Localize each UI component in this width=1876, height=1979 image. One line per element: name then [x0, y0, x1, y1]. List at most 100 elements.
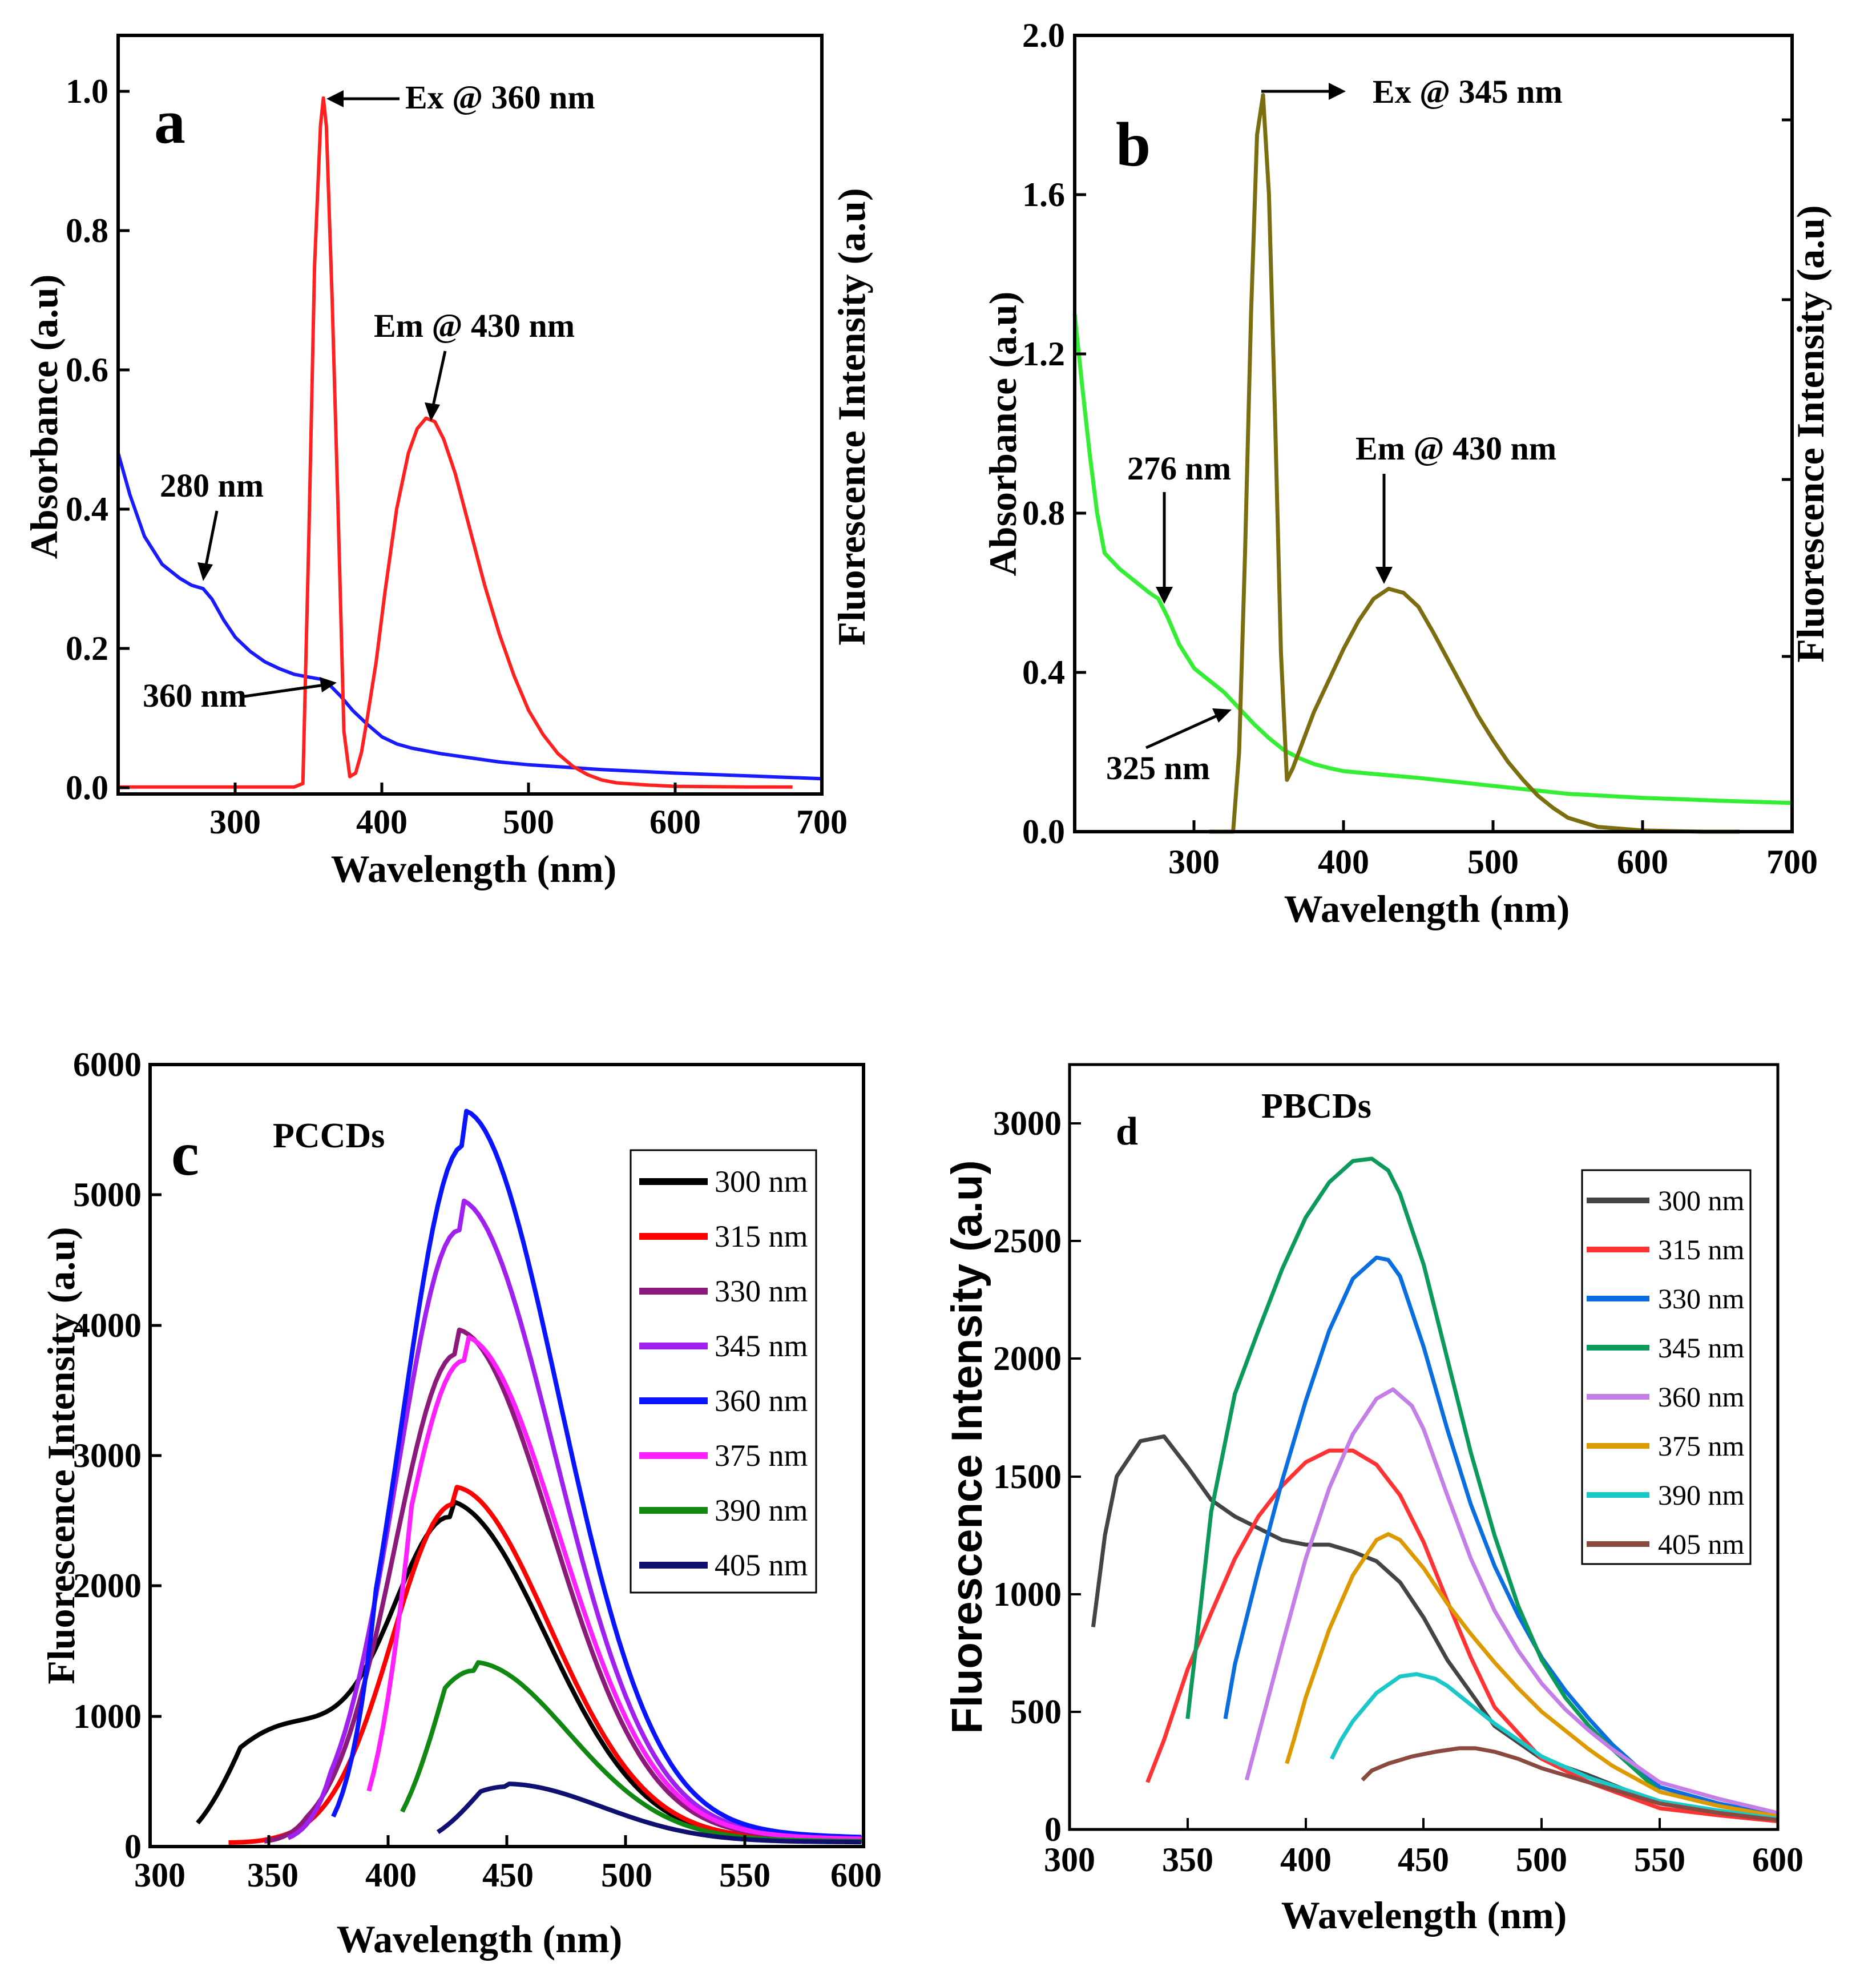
panel-d-ytick-label: 500 — [1010, 1693, 1062, 1731]
panel-c-ytick-label: 0 — [124, 1828, 142, 1865]
panel-b-em-arrowhead — [1375, 567, 1393, 584]
panel-d-letter: d — [1116, 1110, 1138, 1154]
panel-d-ytick-label: 1500 — [993, 1458, 1062, 1496]
panel-d-legend-label: 315 nm — [1658, 1234, 1745, 1265]
panel-a-xlabel: Wavelength (nm) — [331, 847, 617, 890]
panel-b-ytick-label: 1.2 — [1022, 335, 1065, 373]
panel-c-series-line — [331, 1109, 861, 1840]
panel-b-xticks: 300 400 500 600 700 — [1168, 820, 1818, 881]
panel-d-xlabel: Wavelength (nm) — [1281, 1893, 1567, 1937]
panel-d-xtick-label: 500 — [1516, 1841, 1567, 1879]
panel-d-xtick-label: 550 — [1634, 1841, 1685, 1879]
panel-c-xticks: 300 350 400 450 500 550 600 — [134, 1835, 882, 1894]
panel-b-frame — [1073, 34, 1794, 833]
panel-d-xtick-label: 600 — [1752, 1841, 1804, 1879]
panel-b-ytick-label: 0.8 — [1022, 494, 1065, 532]
panel-d-legend: 300 nm 315 nm 330 nm 345 nm 360 nm 375 n… — [1581, 1169, 1752, 1565]
panel-a-em-arrow — [431, 350, 447, 409]
panel-a: 300 400 500 600 700 0.0 0.2 0.4 0.6 0.8 … — [22, 34, 873, 890]
panel-b-325-arrow — [1145, 714, 1218, 749]
panel-d-curves — [1091, 1156, 1778, 1824]
panel-b-curves — [1072, 93, 1793, 834]
panel-c-xtick-label: 350 — [247, 1856, 298, 1894]
panel-a-ytick-label: 0.4 — [66, 490, 108, 528]
panel-d-ytick-label: 3000 — [993, 1105, 1062, 1142]
panel-c-sample-label: PCCDs — [273, 1117, 385, 1155]
panel-b-325-arrowhead — [1212, 708, 1232, 723]
panel-c-ytick-label: 4000 — [73, 1307, 142, 1344]
panel-c-xtick-label: 550 — [719, 1856, 770, 1894]
panel-b-xlabel: Wavelength (nm) — [1284, 887, 1570, 930]
panel-c-series-line — [366, 1335, 864, 1841]
panel-c-xtick-label: 450 — [482, 1856, 534, 1894]
panel-a-xticks: 300 400 500 600 700 — [209, 783, 848, 841]
panel-c-legend-box — [630, 1149, 817, 1594]
panel-d-legend-label: 360 nm — [1658, 1381, 1745, 1413]
panel-c-legend-label: 300 nm — [715, 1164, 808, 1199]
panel-a-ex-label: Ex @ 360 nm — [405, 79, 595, 116]
panel-b-letter: b — [1116, 110, 1151, 179]
panel-a-280-arrowhead — [197, 562, 213, 581]
panel-a-ylabel: Absorbance (a.u) — [22, 275, 66, 559]
panel-b-276-label: 276 nm — [1127, 450, 1231, 487]
panel-b-right-ticks — [1782, 118, 1792, 658]
panel-b-ylabel: Absorbance (a.u) — [981, 292, 1024, 577]
panel-a-yticks: 0.0 0.2 0.4 0.6 0.8 1.0 — [66, 72, 130, 807]
panel-c-legend-label: 405 nm — [715, 1548, 808, 1582]
panel-b-xtick-label: 400 — [1318, 843, 1369, 881]
panel-d-xtick-label: 400 — [1280, 1841, 1332, 1879]
panel-c-yticks: 0 1000 2000 3000 4000 5000 6000 — [73, 1046, 162, 1865]
panel-a-fluorescence-line — [118, 96, 793, 789]
panel-a-ytick-label: 0.0 — [66, 769, 108, 807]
panel-b-xtick-label: 700 — [1766, 843, 1818, 881]
panel-a-annotations: Ex @ 360 nm Em @ 430 nm 280 nm 360 nm — [143, 79, 595, 714]
panel-c-legend-label: 315 nm — [715, 1219, 808, 1253]
panel-d-legend-box — [1581, 1169, 1752, 1565]
panel-b-ytick-label: 0.0 — [1022, 813, 1065, 851]
panel-c-legend-label: 330 nm — [715, 1274, 808, 1308]
panel-b-annotations: Ex @ 345 nm Em @ 430 nm 276 nm 325 nm — [1106, 73, 1563, 787]
panel-a-280-label: 280 nm — [160, 467, 264, 504]
panel-b-ex-label: Ex @ 345 nm — [1373, 73, 1563, 110]
panel-d-ytick-label: 0 — [1044, 1811, 1062, 1848]
panel-c-legend-label: 375 nm — [715, 1438, 808, 1473]
panel-c-ylabel: Fluorescence Intensity (a.u) — [39, 1227, 83, 1684]
panel-d-series-line — [1285, 1532, 1778, 1819]
panel-b-em-label: Em @ 430 nm — [1355, 430, 1556, 467]
panel-d-ytick-label: 2500 — [993, 1222, 1062, 1260]
panel-b-ytick-label: 0.4 — [1022, 654, 1065, 691]
panel-d-legend-label: 330 nm — [1658, 1283, 1745, 1315]
panel-a-letter: a — [154, 87, 185, 156]
panel-d-series-line — [1223, 1255, 1778, 1817]
panel-d-sample-label: PBCDs — [1261, 1087, 1371, 1126]
panel-a-y2label: Fluorescence Intensity (a.u) — [830, 188, 873, 645]
panel-a-xtick-label: 600 — [649, 803, 701, 841]
panel-b-ex-arrowhead — [1329, 83, 1346, 100]
panel-c-ytick-label: 2000 — [73, 1567, 142, 1605]
panel-a-xtick-label: 500 — [503, 803, 554, 841]
panel-c-legend: 300 nm 315 nm 330 nm 345 nm 360 nm 375 n… — [630, 1149, 817, 1594]
panel-a-ytick-label: 0.2 — [66, 630, 108, 667]
panel-b-xtick-label: 300 — [1168, 843, 1220, 881]
panel-a-em-arrowhead — [425, 402, 440, 421]
panel-a-ytick-label: 0.8 — [66, 212, 108, 249]
panel-d-series-line — [1361, 1746, 1778, 1822]
panel-a-ytick-label: 1.0 — [66, 72, 108, 110]
panel-b-y2label: Fluorescence Intensity (a.u) — [1789, 205, 1832, 662]
panel-c-series-line — [436, 1781, 861, 1845]
panel-a-360-label: 360 nm — [143, 677, 247, 714]
panel-c-legend-label: 360 nm — [715, 1384, 808, 1418]
panel-c-letter: c — [171, 1119, 199, 1188]
panel-a-xtick-label: 700 — [796, 803, 848, 841]
panel-c-legend-label: 345 nm — [715, 1329, 808, 1363]
panel-d-xticks: 300 350 400 450 500 550 600 — [1044, 1818, 1804, 1879]
panel-d-xtick-label: 350 — [1162, 1841, 1213, 1879]
panel-d-series-line — [1244, 1387, 1778, 1815]
panel-d-ylabel: Fluorescence Intensity (a.u) — [943, 1160, 991, 1734]
panel-b-325-label: 325 nm — [1106, 749, 1210, 787]
panel-d-xtick-label: 450 — [1398, 1841, 1449, 1879]
panel-d-legend-label: 390 nm — [1658, 1479, 1745, 1511]
panel-a-em-label: Em @ 430 nm — [374, 307, 575, 344]
panel-c-ytick-label: 1000 — [73, 1698, 142, 1735]
